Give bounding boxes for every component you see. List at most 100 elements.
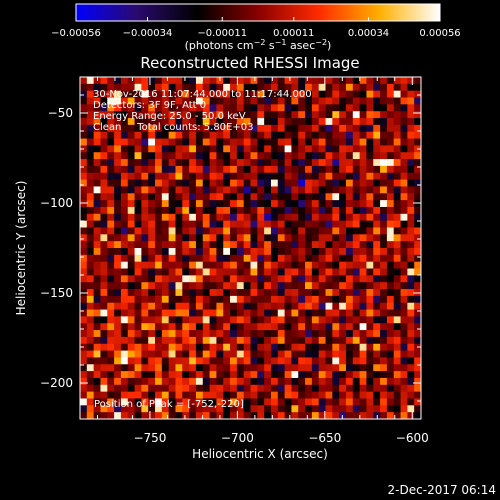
heatmap-cell — [230, 213, 238, 222]
heatmap-cell — [298, 398, 306, 406]
heatmap-cell — [305, 398, 313, 406]
heatmap-cell — [209, 206, 217, 215]
heatmap-cell — [86, 131, 95, 139]
heatmap-cell — [93, 350, 101, 358]
heatmap-cell — [298, 289, 306, 297]
x-tick-label: −700 — [221, 431, 254, 445]
heatmap-cell — [80, 213, 88, 222]
heatmap-cell — [298, 323, 306, 331]
heatmap-cell — [257, 302, 265, 310]
heatmap-image — [80, 77, 421, 419]
heatmap-cell — [93, 241, 101, 249]
heatmap-cell — [305, 323, 313, 331]
heatmap-cell — [148, 159, 156, 167]
heatmap-cell — [352, 323, 361, 331]
heatmap-cell — [264, 83, 272, 92]
heatmap-cell — [325, 261, 333, 269]
heatmap-cell — [291, 275, 299, 283]
heatmap-cell — [264, 77, 272, 85]
heatmap-cell — [155, 295, 163, 304]
heatmap-cell — [100, 206, 108, 215]
heatmap-cell — [311, 371, 320, 379]
heatmap-cell — [380, 371, 388, 379]
heatmap-cell — [359, 398, 367, 406]
heatmap-cell — [209, 131, 217, 139]
heatmap-cell — [270, 104, 279, 112]
heatmap-cell — [236, 289, 245, 297]
heatmap-cell — [86, 343, 95, 351]
heatmap-cell — [93, 405, 101, 413]
heatmap-cell — [93, 118, 101, 126]
heatmap-cell — [407, 268, 415, 276]
heatmap-cell — [168, 323, 176, 331]
heatmap-cell — [230, 405, 238, 413]
heatmap-cell — [93, 268, 101, 276]
heatmap-cell — [148, 289, 156, 297]
heatmap-cell — [236, 179, 245, 187]
heatmap-cell — [270, 316, 279, 324]
heatmap-cell — [168, 330, 176, 338]
heatmap-cell — [80, 316, 88, 324]
heatmap-cell — [127, 145, 135, 153]
heatmap-cell — [257, 186, 265, 194]
heatmap-cell — [230, 357, 238, 365]
heatmap-cell — [250, 330, 258, 338]
heatmap-cell — [100, 165, 108, 174]
heatmap-cell — [182, 104, 190, 112]
heatmap-cell — [148, 391, 156, 399]
heatmap-cell — [80, 350, 88, 358]
heatmap-cell — [216, 186, 224, 194]
heatmap-cell — [277, 323, 285, 331]
heatmap-cell — [284, 343, 292, 351]
heatmap-cell — [202, 152, 210, 160]
heatmap-cell — [264, 336, 272, 345]
heatmap-cell — [386, 124, 395, 133]
heatmap-cell — [325, 186, 333, 194]
heatmap-cell — [209, 377, 217, 386]
heatmap-cell — [332, 179, 340, 187]
heatmap-cell — [277, 145, 285, 153]
heatmap-cell — [120, 131, 129, 139]
heatmap-cell — [216, 179, 224, 187]
heatmap-cell — [250, 282, 258, 290]
heatmap-cell — [352, 412, 361, 419]
heatmap-cell — [202, 165, 210, 174]
heatmap-cell — [86, 391, 95, 399]
heatmap-cell — [339, 248, 347, 256]
heatmap-cell — [366, 124, 374, 133]
heatmap-cell — [202, 111, 210, 119]
heatmap-cell — [332, 357, 340, 365]
heatmap-cell — [373, 254, 381, 263]
heatmap-cell — [80, 295, 88, 304]
heatmap-cell — [298, 275, 306, 283]
heatmap-cell — [120, 165, 129, 174]
heatmap-cell — [127, 213, 135, 222]
heatmap-cell — [182, 398, 190, 406]
heatmap-cell — [305, 241, 313, 249]
heatmap-cell — [291, 371, 299, 379]
heatmap-cell — [318, 350, 326, 358]
heatmap-cell — [93, 391, 101, 399]
heatmap-cell — [216, 118, 224, 126]
heatmap-cell — [264, 295, 272, 304]
heatmap-cell — [209, 323, 217, 331]
heatmap-cell — [120, 111, 129, 119]
heatmap-cell — [236, 186, 245, 194]
heatmap-cell — [291, 83, 299, 92]
heatmap-cell — [127, 200, 135, 208]
heatmap-cell — [230, 282, 238, 290]
heatmap-cell — [93, 90, 101, 98]
heatmap-cell — [195, 227, 204, 235]
heatmap-cell — [93, 364, 101, 372]
heatmap-cell — [318, 405, 326, 413]
heatmap-cell — [161, 302, 170, 310]
heatmap-cell — [155, 316, 163, 324]
heatmap-cell — [182, 179, 190, 187]
heatmap-cell — [291, 261, 299, 269]
heatmap-cell — [380, 377, 388, 386]
heatmap-cell — [393, 131, 401, 139]
heatmap-cell — [161, 111, 170, 119]
heatmap-cell — [168, 241, 176, 249]
heatmap-cell — [407, 179, 415, 187]
heatmap-cell — [141, 384, 149, 393]
